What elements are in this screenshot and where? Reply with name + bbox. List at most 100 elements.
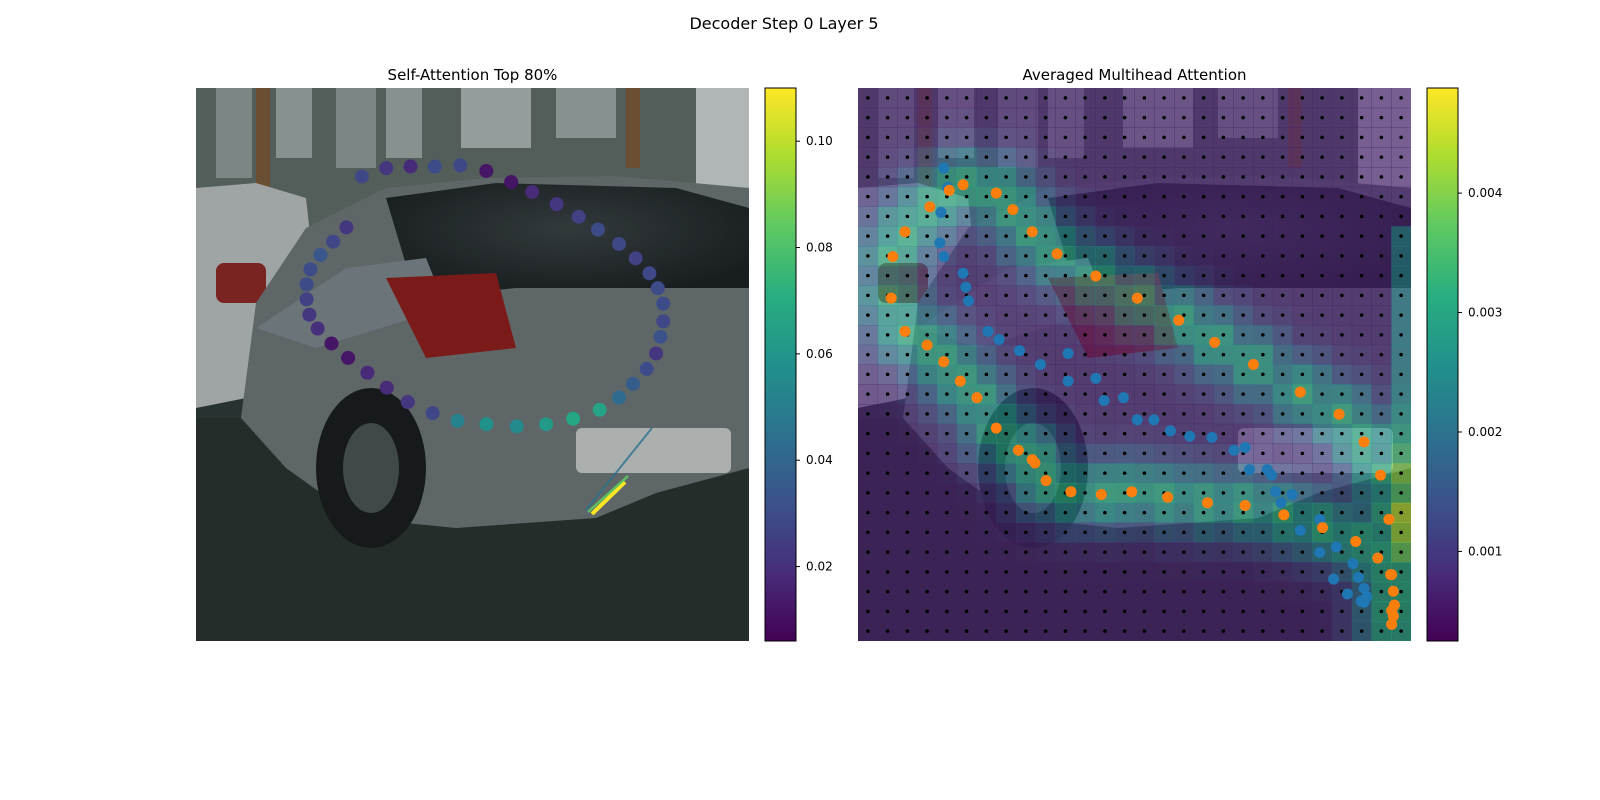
grid-dot [1024,352,1028,357]
grid-dot [984,491,989,495]
grid-dot [1201,194,1206,199]
grid-dot [1241,412,1245,416]
grid-dot [925,491,929,495]
orange-point [1278,509,1290,521]
grid-dot [1083,412,1087,416]
orange-point [1131,292,1143,304]
grid-dot [1024,135,1028,140]
orange-point [1065,486,1077,498]
grid-dot [1083,510,1087,515]
grid-dot [1359,96,1364,100]
grid-dot [1359,115,1364,120]
grid-dot [1063,530,1068,535]
grid-dot [1122,629,1127,633]
grid-dot [1182,214,1186,219]
orange-point [990,187,1002,199]
self-attention-panel: Self-Attention Top 80% [196,66,749,641]
grid-dot [1300,352,1305,357]
grid-dot [1142,491,1147,495]
grid-dot [1103,273,1107,278]
grid-dot [1083,175,1087,179]
grid-dot [1201,530,1206,535]
grid-dot [925,254,929,258]
grid-dot [1063,589,1068,594]
grid-dot [1300,135,1305,140]
grid-dot [1280,254,1285,258]
grid-dot [1379,313,1384,317]
grid-dot [1300,175,1305,179]
grid-dot [1142,155,1147,159]
grid-dot [1004,550,1008,554]
orange-point [1386,569,1398,581]
grid-dot [1379,392,1384,396]
right-colorbar: 0.001 0.002 0.003 0.004 [1426,87,1502,642]
colorbar-tick-label: 0.10 [806,134,833,148]
grid-dot [925,293,929,298]
grid-dot [1340,313,1344,317]
grid-dot [1004,412,1008,416]
orange-point [1294,386,1306,398]
grid-dot [1320,175,1324,179]
grid-dot [1083,530,1087,535]
grid-dot [925,530,929,535]
grid-dot [1162,589,1166,594]
grid-dot [1004,392,1008,396]
grid-dot [1359,491,1364,495]
grid-dot [1201,589,1206,594]
grid-dot [1221,491,1226,495]
grid-dot [1043,352,1048,357]
attention-point [591,222,606,237]
grid-dot [1280,175,1285,179]
orange-point [1209,336,1221,348]
grid-dot [945,175,949,179]
grid-dot [984,115,989,120]
grid-dot [1340,451,1344,456]
grid-dot [1241,273,1245,278]
grid-dot [1083,372,1087,377]
grid-dot [905,491,910,495]
grid-dot [1399,589,1403,594]
grid-dot [1063,392,1068,396]
grid-dot [1261,570,1265,574]
grid-dot [1399,629,1403,633]
grid-dot [885,96,890,100]
grid-dot [1122,570,1127,574]
grid-dot [1063,273,1068,278]
grid-dot [1359,194,1364,199]
grid-dot [1261,372,1265,377]
attention-point [504,175,519,190]
grid-dot [1340,155,1344,159]
grid-dot [1241,234,1245,238]
grid-dot [1201,155,1206,159]
grid-dot [905,510,910,515]
attention-point [650,281,665,296]
grid-dot [945,313,949,317]
grid-dot [925,96,929,100]
grid-dot [885,550,890,554]
grid-dot [1340,629,1344,633]
attention-point [625,376,640,391]
grid-dot [964,491,969,495]
blue-scatter-points [934,162,1373,608]
grid-dot [1201,570,1206,574]
grid-dot [1043,510,1048,515]
grid-dot [984,175,989,179]
grid-dot [885,471,890,475]
grid-dot [1201,629,1206,633]
grid-dot [925,155,929,159]
blue-point [1270,486,1282,498]
grid-dot [1280,155,1285,159]
blue-point [934,237,946,249]
grid-dot [1182,313,1186,317]
grid-dot [1024,115,1028,120]
grid-dot [1261,392,1265,396]
grid-dot [1103,115,1107,120]
grid-dot [1320,471,1324,475]
grid-dot [1379,530,1384,535]
grid-dot [885,372,890,377]
grid-dot [964,234,969,238]
grid-dot [905,431,910,436]
grid-dot [1379,629,1384,633]
grid-dot [925,214,929,219]
grid-dot [1103,570,1107,574]
